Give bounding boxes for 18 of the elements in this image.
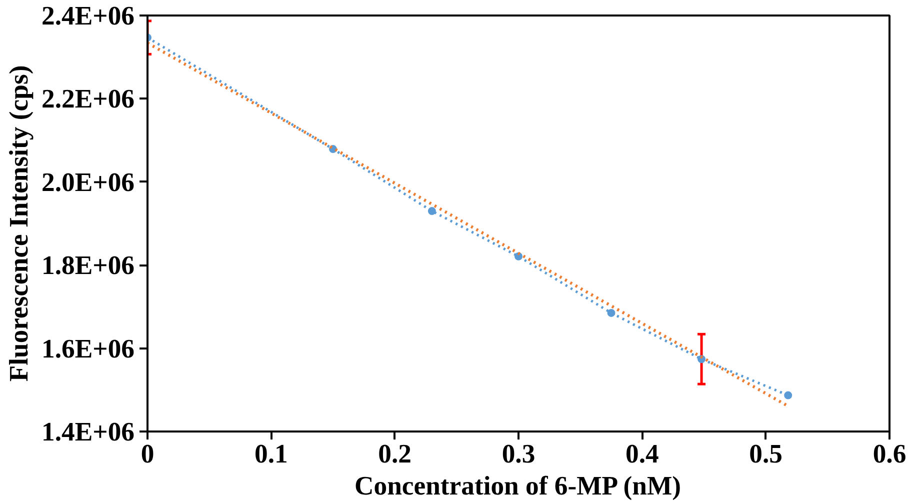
y-tick-label: 2.2E+06 [42,84,135,114]
x-tick-label: 0.6 [872,438,906,468]
y-tick-label: 1.8E+06 [42,250,135,280]
y-tick-label: 2.0E+06 [42,166,135,197]
y-axis-title: Fluorescence Intensity (cps) [4,65,34,382]
x-tick-label: 0.4 [626,438,659,468]
y-tick-label: 1.6E+06 [42,333,135,364]
point [784,391,792,400]
x-tick-label: 0 [140,438,154,468]
x-tick-label: 0.3 [502,438,536,468]
x-tick-label: 0.2 [378,438,412,468]
point [607,308,616,317]
y-tick-label: 2.4E+06 [42,0,135,30]
x-tick-label: 0.5 [749,438,782,468]
x-tick-label: 0.1 [254,438,288,468]
point [428,207,436,216]
x-axis-title: Concentration of 6-MP (nM) [354,470,682,500]
y-tick-label: 1.4E+06 [42,416,135,446]
